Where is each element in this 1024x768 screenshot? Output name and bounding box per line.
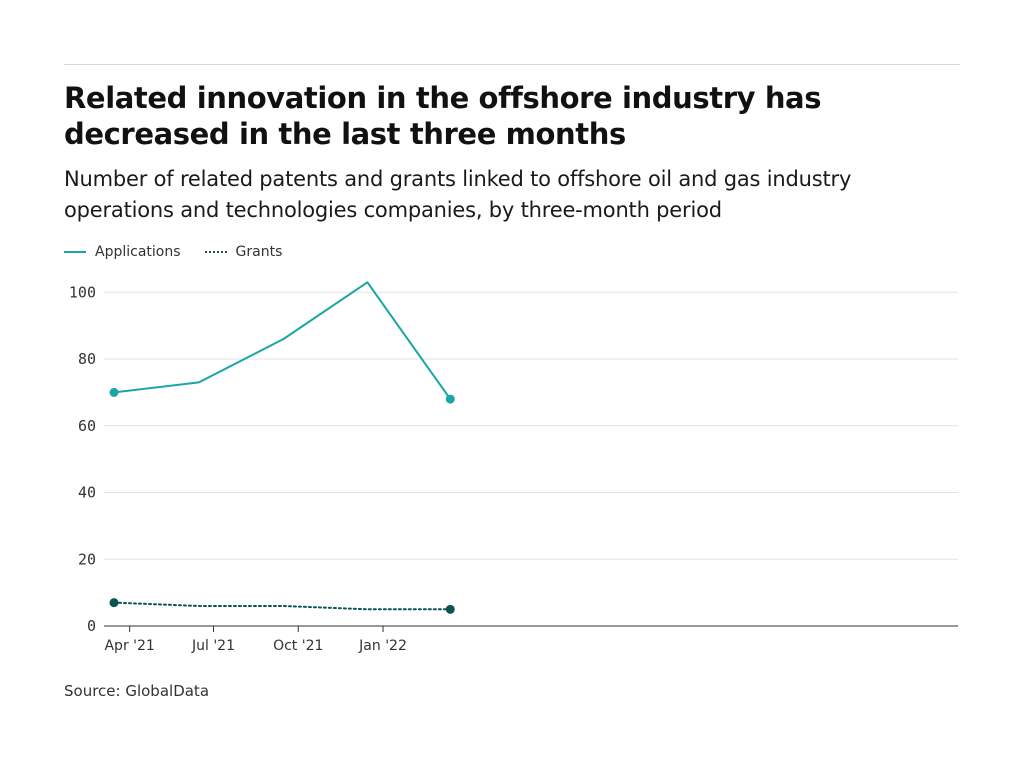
x-tick-label-3: Jan '22 bbox=[358, 638, 407, 654]
legend-item-applications: Applications bbox=[64, 244, 181, 260]
legend: Applications Grants bbox=[64, 242, 306, 262]
legend-swatch-grants bbox=[204, 251, 227, 253]
data-point-grants-0 bbox=[109, 598, 119, 608]
data-point-applications-4 bbox=[445, 394, 455, 404]
legend-item-grants: Grants bbox=[204, 244, 283, 260]
y-tick-label-100: 100 bbox=[69, 283, 96, 301]
chart-title: Related innovation in the offshore indus… bbox=[64, 81, 822, 151]
x-tick-label-2: Oct '21 bbox=[273, 638, 323, 654]
top-rule bbox=[64, 64, 960, 65]
data-point-grants-4 bbox=[445, 604, 455, 614]
legend-label-applications: Applications bbox=[95, 244, 181, 260]
data-point-applications-0 bbox=[109, 387, 119, 397]
y-tick-label-40: 40 bbox=[78, 484, 96, 502]
series-line-grants bbox=[113, 601, 452, 611]
y-tick-label-0: 0 bbox=[87, 617, 96, 635]
source-note: Source: GlobalData bbox=[64, 682, 210, 700]
x-tick-label-1: Jul '21 bbox=[191, 638, 235, 654]
legend-label-grants: Grants bbox=[235, 244, 283, 260]
y-tick-label-80: 80 bbox=[78, 350, 96, 368]
y-tick-label-20: 20 bbox=[78, 550, 96, 568]
legend-swatch-applications bbox=[64, 251, 86, 253]
series-line-applications bbox=[113, 281, 452, 401]
y-tick-label-60: 60 bbox=[78, 417, 96, 435]
x-tick-label-0: Apr '21 bbox=[104, 638, 154, 654]
chart-subtitle: Number of related patents and grants lin… bbox=[64, 167, 852, 222]
